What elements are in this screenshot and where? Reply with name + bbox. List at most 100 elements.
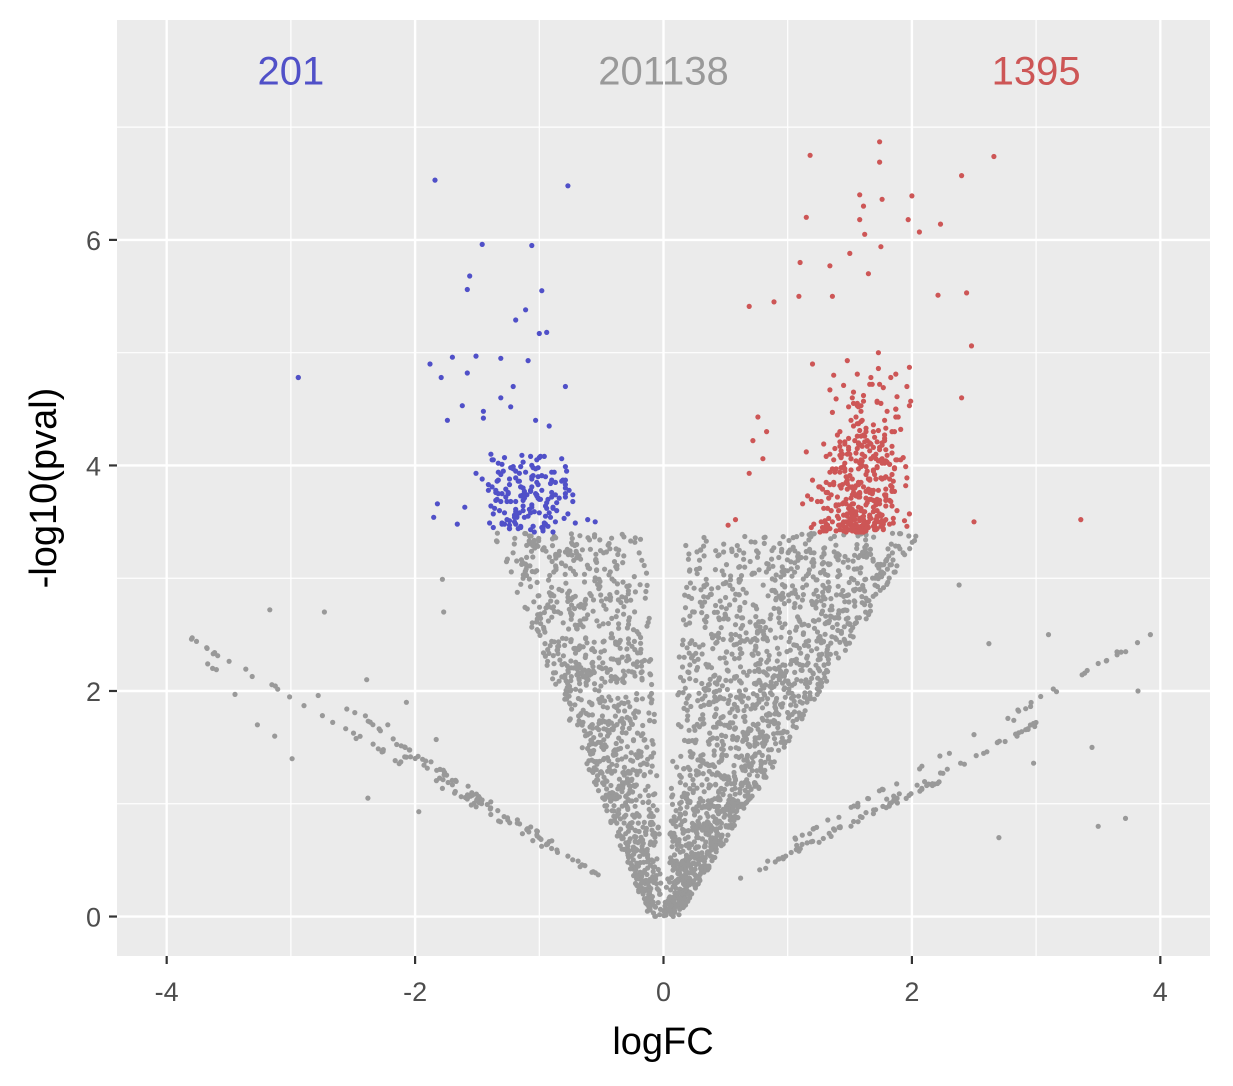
up-point	[818, 498, 824, 505]
ns-point	[711, 748, 717, 754]
ns-point	[1079, 672, 1085, 678]
ns-point	[619, 803, 625, 809]
ns-point	[579, 745, 585, 751]
ns-point	[837, 824, 843, 830]
ns-point	[622, 672, 628, 679]
up-point	[865, 271, 872, 277]
ns-point	[787, 635, 793, 641]
ns-point	[704, 581, 710, 588]
ns-point	[789, 573, 795, 579]
ns-point	[700, 712, 706, 718]
ns-point	[627, 798, 633, 804]
up-point	[827, 263, 833, 269]
ns-point	[820, 593, 826, 600]
down-point	[490, 524, 496, 531]
ns-point	[512, 535, 518, 541]
ns-point	[691, 812, 698, 818]
ns-point	[524, 827, 530, 833]
ns-point	[549, 845, 555, 852]
ns-point	[567, 565, 573, 571]
ns-point	[526, 576, 532, 582]
down-point	[536, 510, 542, 516]
ns-point	[799, 531, 805, 537]
up-point	[889, 484, 895, 490]
down-point	[525, 358, 531, 364]
ns-point	[785, 715, 792, 721]
ns-point	[730, 586, 736, 592]
up-point	[852, 485, 858, 491]
ns-point	[714, 735, 720, 742]
ns-point	[724, 781, 730, 787]
ns-point	[549, 584, 555, 590]
ns-point	[559, 588, 565, 594]
ns-point	[870, 593, 876, 599]
ns-point	[551, 593, 557, 599]
up-point	[879, 512, 885, 518]
ns-point	[902, 552, 908, 558]
ns-point	[776, 615, 782, 621]
down-point	[506, 476, 513, 482]
ns-point	[648, 672, 654, 678]
ns-point	[392, 758, 398, 764]
ns-point	[794, 624, 800, 630]
ns-point	[651, 718, 657, 725]
up-point	[877, 381, 883, 387]
ns-point	[805, 660, 811, 666]
ns-point	[613, 639, 619, 646]
up-point	[863, 526, 869, 532]
ns-point	[676, 654, 682, 660]
ns-point	[193, 638, 200, 645]
ns-point	[550, 653, 556, 659]
ns-point	[720, 792, 726, 798]
ns-point	[687, 676, 693, 682]
ns-point	[854, 566, 860, 572]
ns-point	[725, 616, 731, 622]
ns-point	[821, 602, 827, 608]
ns-point	[875, 561, 881, 568]
up-point	[878, 523, 884, 529]
ns-point	[710, 724, 717, 730]
down-point	[529, 476, 535, 482]
up-point	[850, 400, 857, 406]
up-point	[837, 439, 843, 445]
ns-point	[600, 639, 606, 645]
ns-point	[624, 715, 630, 721]
up-point	[889, 443, 895, 449]
ns-point	[786, 537, 792, 544]
down-point	[459, 403, 465, 409]
up-point	[884, 452, 890, 458]
ns-point	[800, 712, 807, 718]
ns-point	[205, 661, 211, 667]
ns-point	[646, 793, 652, 799]
ns-point	[740, 615, 746, 621]
ns-point	[627, 824, 633, 830]
down-point	[431, 514, 437, 520]
down-point	[570, 492, 576, 498]
ns-point	[772, 577, 778, 583]
ns-point	[589, 712, 596, 718]
up-point	[959, 395, 965, 401]
ns-point	[741, 757, 747, 763]
ns-point	[782, 621, 788, 627]
ns-point	[1089, 744, 1095, 751]
ns-point	[732, 656, 738, 662]
ns-point	[863, 542, 870, 549]
ns-point	[592, 687, 598, 693]
ns-point	[750, 721, 756, 727]
ns-point	[723, 594, 729, 601]
ns-point	[687, 613, 693, 619]
down-point	[513, 475, 519, 481]
ns-point	[629, 776, 635, 782]
ns-point	[728, 637, 734, 643]
ns-point	[638, 881, 644, 887]
ns-point	[707, 730, 713, 736]
up-point	[838, 455, 844, 461]
down-point	[521, 495, 528, 501]
ns-point	[620, 560, 626, 566]
ns-point	[484, 801, 490, 808]
ns-point	[835, 611, 842, 617]
up-point	[725, 522, 731, 528]
ns-point	[721, 655, 727, 661]
ns-point	[648, 700, 654, 706]
